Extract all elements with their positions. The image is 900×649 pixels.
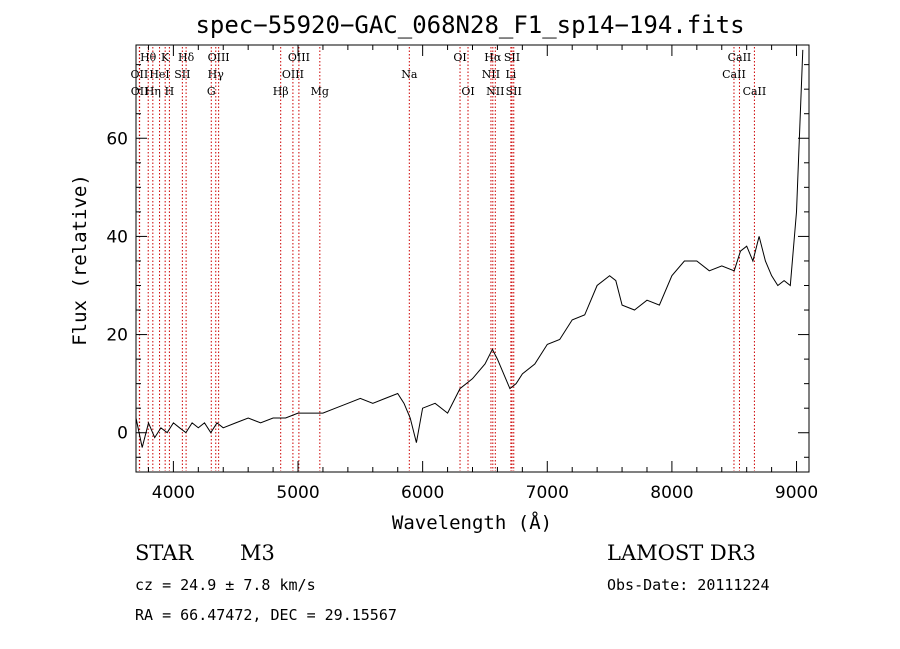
line-label: OII — [131, 85, 149, 98]
x-tick-label: 5000 — [276, 483, 319, 503]
x-tick-label: 4000 — [152, 483, 195, 503]
line-label: Hη — [145, 85, 161, 98]
spectrum-series-line — [135, 49, 804, 448]
line-label: Hθ — [140, 51, 157, 64]
object-class: STAR — [135, 541, 194, 565]
line-label: SII — [506, 85, 522, 98]
line-label: OIII — [282, 68, 304, 81]
line-label: K — [161, 51, 170, 64]
line-label: Hγ — [208, 68, 225, 81]
line-label: HeI — [149, 68, 169, 81]
line-label: SII — [504, 51, 520, 64]
x-tick-label: 8000 — [650, 483, 693, 503]
line-label: Na — [401, 68, 418, 81]
line-label: Hδ — [178, 51, 195, 64]
line-label: OI — [453, 51, 466, 64]
x-tick-label: 6000 — [401, 483, 444, 503]
line-label: G — [207, 85, 216, 98]
x-tick-label: 7000 — [526, 483, 569, 503]
observation-date: Obs-Date: 20111224 — [607, 576, 770, 594]
line-label: Li — [505, 68, 516, 81]
line-label: CaII — [722, 68, 746, 81]
line-label: SII — [174, 68, 190, 81]
line-label: CaII — [743, 85, 767, 98]
line-label: Hβ — [273, 85, 289, 98]
x-axis-label: Wavelength (Å) — [392, 511, 552, 534]
chart-title: spec−55920−GAC_068N28_F1_sp14−194.fits — [195, 11, 744, 39]
line-label: NII — [486, 85, 504, 98]
x-axis-ticks: 4000 5000 6000 7000 8000 9000 — [147, 45, 818, 503]
line-label: OI — [461, 85, 474, 98]
line-label: Mg — [311, 85, 329, 98]
line-label: CaII — [728, 51, 752, 64]
y-tick-label: 60 — [106, 129, 128, 149]
spectral-line-markers — [138, 47, 755, 471]
y-axis-label: Flux (relative) — [69, 174, 91, 346]
line-label: OIII — [208, 51, 230, 64]
survey-name: LAMOST DR3 — [607, 541, 756, 565]
line-label: Hα — [484, 51, 502, 64]
y-tick-label: 0 — [117, 424, 128, 444]
line-label: OII — [131, 68, 149, 81]
y-tick-label: 40 — [106, 227, 128, 247]
x-tick-label: 9000 — [775, 483, 818, 503]
y-axis-ticks: 0 20 40 60 — [106, 64, 809, 458]
y-tick-label: 20 — [106, 326, 128, 346]
coordinates: RA = 66.47472, DEC = 29.15567 — [135, 606, 397, 624]
line-label: H — [165, 85, 175, 98]
spectral-subclass: M3 — [240, 541, 275, 565]
line-label: OIII — [288, 51, 310, 64]
redshift-velocity: cz = 24.9 ± 7.8 km/s — [135, 576, 316, 594]
line-label: NII — [482, 68, 500, 81]
